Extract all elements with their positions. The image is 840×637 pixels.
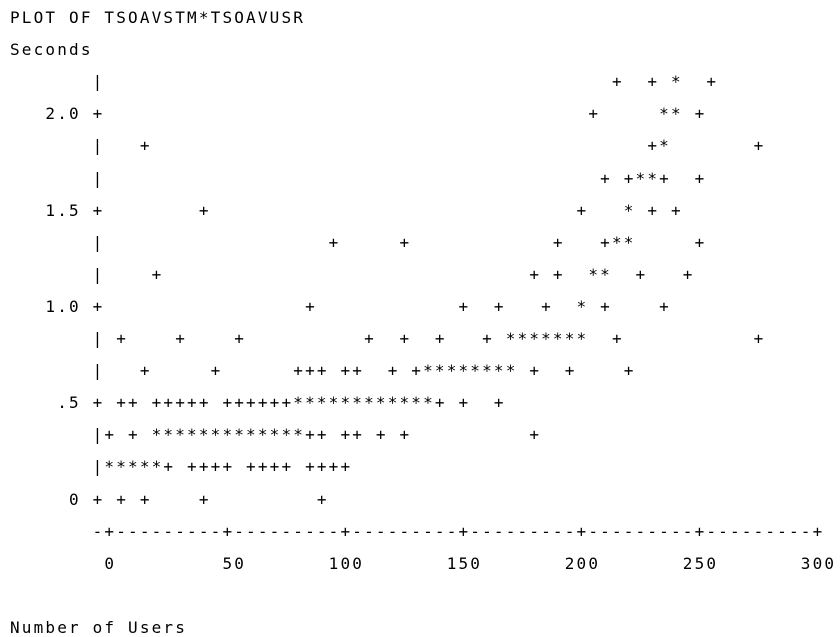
plot-row: 1.5 + + + * + + [10,200,683,220]
plot-row: | + + * + [10,72,719,92]
plot-row: 0 50 100 150 200 250 300 [10,553,837,573]
plot-row: | + +* + [10,136,766,156]
x-axis-label: Number of Users [10,618,188,637]
plot-row: | + + + ** + + [10,264,695,284]
plot-row: .5 + ++ +++++ ++++++************+ + + [10,393,506,413]
plot-row: | + + + + + + + ******* + + [10,329,766,348]
plot-row: -+---------+---------+---------+--------… [10,521,825,541]
plot-row: |*****+ ++++ ++++ ++++ [10,457,353,477]
plot-row: 1.0 + + + + + * + + [10,296,671,316]
plot-row: |+ + *************++ ++ + + + [10,425,542,445]
plot-row: 0 + + + + + [10,489,329,509]
plot-title: PLOT OF TSOAVSTM*TSOAVUSR [10,8,306,27]
plot-row: | + + + +** + [10,232,707,252]
plot-row: | + +**+ + [10,168,707,188]
plot-row: 2.0 + + ** + [10,104,707,124]
y-axis-label: Seconds [10,40,93,59]
plot-row: | + + +++ ++ + +******** + + + [10,361,636,381]
